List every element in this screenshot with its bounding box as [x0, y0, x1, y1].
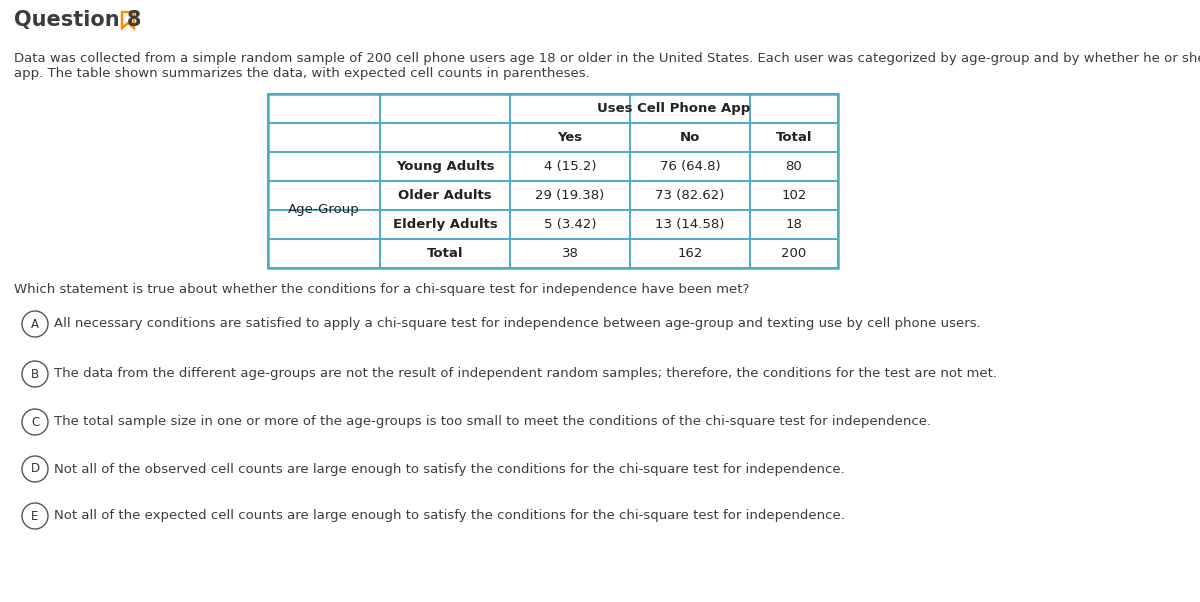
Text: Not all of the observed cell counts are large enough to satisfy the conditions f: Not all of the observed cell counts are …	[54, 462, 845, 476]
Text: Total: Total	[427, 247, 463, 260]
Text: Age-Group: Age-Group	[288, 203, 360, 217]
Text: 4 (15.2): 4 (15.2)	[544, 160, 596, 173]
Text: 73 (82.62): 73 (82.62)	[655, 189, 725, 202]
Text: Yes: Yes	[558, 131, 582, 144]
Text: 80: 80	[786, 160, 803, 173]
Text: Elderly Adults: Elderly Adults	[392, 218, 497, 231]
Text: 5 (3.42): 5 (3.42)	[544, 218, 596, 231]
Text: Total: Total	[775, 131, 812, 144]
Text: Not all of the expected cell counts are large enough to satisfy the conditions f: Not all of the expected cell counts are …	[54, 509, 845, 523]
Text: 76 (64.8): 76 (64.8)	[660, 160, 720, 173]
Text: Uses Cell Phone App: Uses Cell Phone App	[598, 102, 751, 115]
Text: Data was collected from a simple random sample of 200 cell phone users age 18 or: Data was collected from a simple random …	[14, 52, 1200, 65]
Text: Young Adults: Young Adults	[396, 160, 494, 173]
Bar	[268, 94, 838, 268]
Text: D: D	[30, 462, 40, 476]
Text: 162: 162	[677, 247, 703, 260]
Text: Older Adults: Older Adults	[398, 189, 492, 202]
Text: 18: 18	[786, 218, 803, 231]
Text: All necessary conditions are satisfied to apply a chi-square test for independen: All necessary conditions are satisfied t…	[54, 317, 980, 330]
Text: The data from the different age-groups are not the result of independent random : The data from the different age-groups a…	[54, 367, 997, 380]
Text: 29 (19.38): 29 (19.38)	[535, 189, 605, 202]
Text: Which statement is true about whether the conditions for a chi-square test for i: Which statement is true about whether th…	[14, 283, 749, 296]
Text: C: C	[31, 415, 40, 429]
Text: 38: 38	[562, 247, 578, 260]
Text: A: A	[31, 317, 38, 330]
Text: 200: 200	[781, 247, 806, 260]
Text: app. The table shown summarizes the data, with expected cell counts in parenthes: app. The table shown summarizes the data…	[14, 67, 589, 80]
Text: E: E	[31, 509, 38, 523]
Text: 102: 102	[781, 189, 806, 202]
Text: Question 8: Question 8	[14, 10, 142, 30]
Text: B: B	[31, 367, 40, 380]
Text: 13 (14.58): 13 (14.58)	[655, 218, 725, 231]
Text: No: No	[680, 131, 700, 144]
Text: The total sample size in one or more of the age-groups is too small to meet the : The total sample size in one or more of …	[54, 415, 931, 429]
